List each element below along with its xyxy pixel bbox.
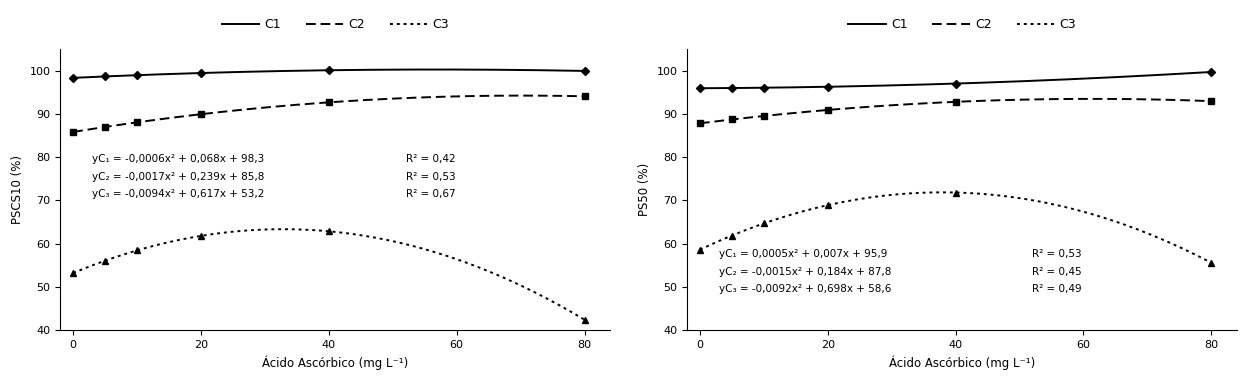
Text: R² = 0,53: R² = 0,53	[406, 171, 456, 181]
Text: yC₂ = -0,0017x² + 0,239x + 85,8: yC₂ = -0,0017x² + 0,239x + 85,8	[92, 171, 265, 181]
Legend: C1, C2, C3: C1, C2, C3	[844, 13, 1081, 36]
X-axis label: Ácido Ascórbico (mg L⁻¹): Ácido Ascórbico (mg L⁻¹)	[889, 355, 1035, 370]
Legend: C1, C2, C3: C1, C2, C3	[217, 13, 454, 36]
Text: yC₁ = -0,0006x² + 0,068x + 98,3: yC₁ = -0,0006x² + 0,068x + 98,3	[92, 154, 265, 164]
Text: yC₃ = -0,0092x² + 0,698x + 58,6: yC₃ = -0,0092x² + 0,698x + 58,6	[719, 284, 891, 294]
X-axis label: Ácido Ascórbico (mg L⁻¹): Ácido Ascórbico (mg L⁻¹)	[262, 355, 408, 370]
Text: yC₁ = 0,0005x² + 0,007x + 95,9: yC₁ = 0,0005x² + 0,007x + 95,9	[719, 250, 887, 259]
Text: yC₂ = -0,0015x² + 0,184x + 87,8: yC₂ = -0,0015x² + 0,184x + 87,8	[719, 267, 891, 277]
Y-axis label: PSCS10 (%): PSCS10 (%)	[11, 155, 24, 224]
Text: R² = 0,45: R² = 0,45	[1032, 267, 1082, 277]
Text: R² = 0,53: R² = 0,53	[1032, 250, 1082, 259]
Text: yC₃ = -0,0094x² + 0,617x + 53,2: yC₃ = -0,0094x² + 0,617x + 53,2	[92, 189, 265, 199]
Text: R² = 0,49: R² = 0,49	[1032, 284, 1082, 294]
Text: R² = 0,67: R² = 0,67	[406, 189, 456, 199]
Y-axis label: PS50 (%): PS50 (%)	[638, 163, 651, 216]
Text: R² = 0,42: R² = 0,42	[406, 154, 456, 164]
